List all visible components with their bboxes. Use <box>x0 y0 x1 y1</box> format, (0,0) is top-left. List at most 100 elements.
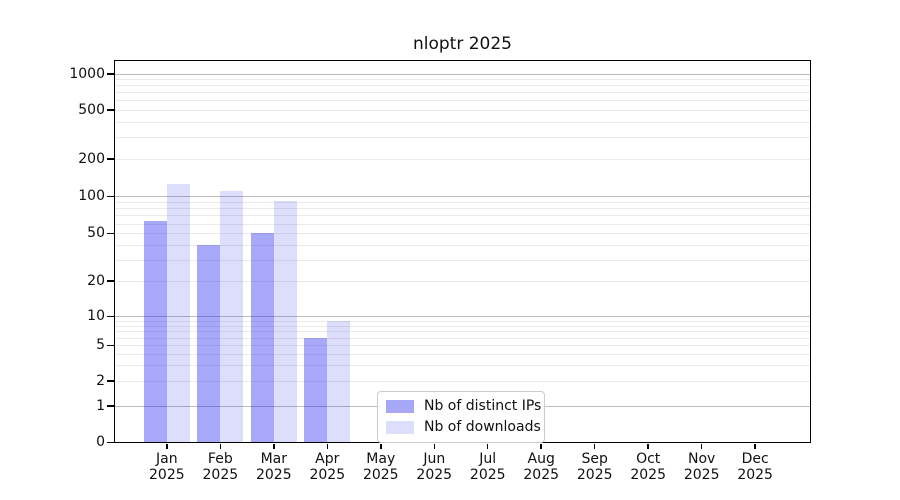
y-axis-tick-label: 10 <box>87 308 105 325</box>
x-axis-tick-year: 2025 <box>523 467 560 483</box>
x-axis-tick-year: 2025 <box>469 467 506 483</box>
y-gridline-minor <box>115 137 810 139</box>
y-gridline-minor <box>115 325 810 327</box>
y-gridline-minor <box>115 85 810 87</box>
bar-downloads-jan <box>166 184 190 442</box>
y-gridline-minor <box>115 331 810 333</box>
y-axis-tick <box>107 315 115 318</box>
bar-distinct-ips-apr <box>304 337 328 442</box>
y-gridline-minor <box>115 233 810 235</box>
y-gridline-minor <box>115 201 810 203</box>
y-gridline-minor <box>115 380 810 382</box>
x-axis-tick-year: 2025 <box>255 467 292 483</box>
legend-item-distinct-ips: Nb of distinct IPs <box>386 398 541 414</box>
y-gridline-minor <box>115 345 810 347</box>
y-axis-tick-label: 50 <box>87 225 105 242</box>
y-axis-tick-label: 1 <box>96 397 105 414</box>
y-axis-tick <box>107 158 115 160</box>
y-gridline-major <box>115 196 810 198</box>
x-axis-tick-year: 2025 <box>309 467 346 483</box>
y-gridline-minor <box>115 100 810 102</box>
x-axis-tick <box>486 443 489 449</box>
y-gridline-minor <box>115 109 810 111</box>
x-axis-tick <box>273 443 275 449</box>
y-gridline-minor <box>115 244 810 246</box>
y-axis-tick <box>107 195 115 198</box>
x-axis-tick-year: 2025 <box>416 467 453 483</box>
y-gridline-minor <box>115 92 810 94</box>
x-axis-tick-label: Oct 2025 <box>608 451 688 483</box>
x-axis-tick <box>380 443 382 449</box>
y-gridline-minor <box>115 79 810 81</box>
x-axis-tick-label: Aug 2025 <box>501 451 581 483</box>
y-axis-tick-label: 5 <box>96 337 105 354</box>
y-gridline-minor <box>115 337 810 339</box>
x-axis-tick-label: Jun 2025 <box>394 451 474 483</box>
x-axis-tick-label: Mar 2025 <box>234 451 314 483</box>
x-axis-tick-year: 2025 <box>149 467 185 483</box>
x-axis-tick <box>647 443 649 449</box>
legend-item-downloads: Nb of downloads <box>386 419 541 435</box>
y-gridline-minor <box>115 208 810 210</box>
y-gridline-major <box>115 316 810 318</box>
x-axis-tick <box>326 443 329 449</box>
legend-label-distinct-ips: Nb of distinct IPs <box>424 398 542 414</box>
x-axis-tick-year: 2025 <box>630 467 666 483</box>
x-axis-tick-label: Sep 2025 <box>555 451 635 483</box>
y-gridline-minor <box>115 365 810 367</box>
x-axis-tick-label: Jul 2025 <box>448 451 528 483</box>
chart-title: nloptr 2025 <box>412 34 512 54</box>
x-axis-tick-label: Apr 2025 <box>287 451 367 483</box>
x-axis-tick <box>754 443 756 449</box>
y-axis-tick <box>107 405 115 407</box>
x-axis-tick-year: 2025 <box>576 467 613 483</box>
y-gridline-minor <box>115 223 810 225</box>
bar-distinct-ips-feb <box>197 244 221 442</box>
x-axis-tick <box>219 443 222 449</box>
y-gridline-minor <box>115 215 810 217</box>
y-axis-tick-label: 500 <box>78 101 105 118</box>
x-axis-tick-year: 2025 <box>737 467 773 483</box>
x-axis-tick-label: Jan 2025 <box>127 451 207 483</box>
bar-distinct-ips-mar <box>250 233 274 442</box>
y-axis-tick-label: 200 <box>78 150 105 167</box>
x-axis-tick-label: Nov 2025 <box>662 451 742 483</box>
x-axis-tick-year: 2025 <box>683 467 720 483</box>
x-axis-tick-year: 2025 <box>362 467 399 483</box>
plot-area: nloptr 2025 0 1 2 5 10 20 50 100 200 500 1000 Jan 20… <box>69 34 811 483</box>
y-axis-tick <box>107 232 115 235</box>
x-axis-tick <box>166 443 168 449</box>
y-gridline-minor <box>115 121 810 123</box>
legend-swatch-distinct-ips <box>386 399 414 413</box>
y-gridline-minor <box>115 280 810 282</box>
y-axis-tick <box>107 280 115 282</box>
bar-downloads-apr <box>327 320 351 442</box>
bar-downloads-mar <box>273 200 297 442</box>
x-axis-tick <box>433 443 435 449</box>
y-axis-tick-label: 100 <box>78 188 105 205</box>
x-axis-tick-year: 2025 <box>202 467 239 483</box>
legend: Nb of distinct IPs Nb of downloads <box>377 391 545 443</box>
y-gridline-major <box>115 73 810 75</box>
x-axis-tick-label: May 2025 <box>341 451 421 483</box>
y-axis-tick <box>107 109 115 111</box>
y-gridline-minor <box>115 259 810 261</box>
y-axis-tick <box>107 380 115 382</box>
bar-distinct-ips-jan <box>143 220 167 442</box>
x-axis-tick-label: Dec 2025 <box>715 451 795 483</box>
y-gridline-minor <box>115 353 810 355</box>
x-axis-tick-label: Feb 2025 <box>180 451 260 483</box>
bar-downloads-feb <box>220 191 244 442</box>
x-axis-tick <box>700 443 703 449</box>
legend-swatch-downloads <box>386 420 414 434</box>
y-axis-tick-label: 2 <box>96 372 105 389</box>
y-gridline-minor <box>115 158 810 160</box>
x-axis-tick <box>593 443 596 449</box>
y-axis-tick <box>107 441 115 443</box>
y-gridline-minor <box>115 320 810 322</box>
legend-label-downloads: Nb of downloads <box>424 419 541 435</box>
y-axis-tick <box>107 344 115 347</box>
y-axis-tick-label: 0 <box>96 434 105 450</box>
y-axis-tick-label: 1000 <box>69 65 105 82</box>
